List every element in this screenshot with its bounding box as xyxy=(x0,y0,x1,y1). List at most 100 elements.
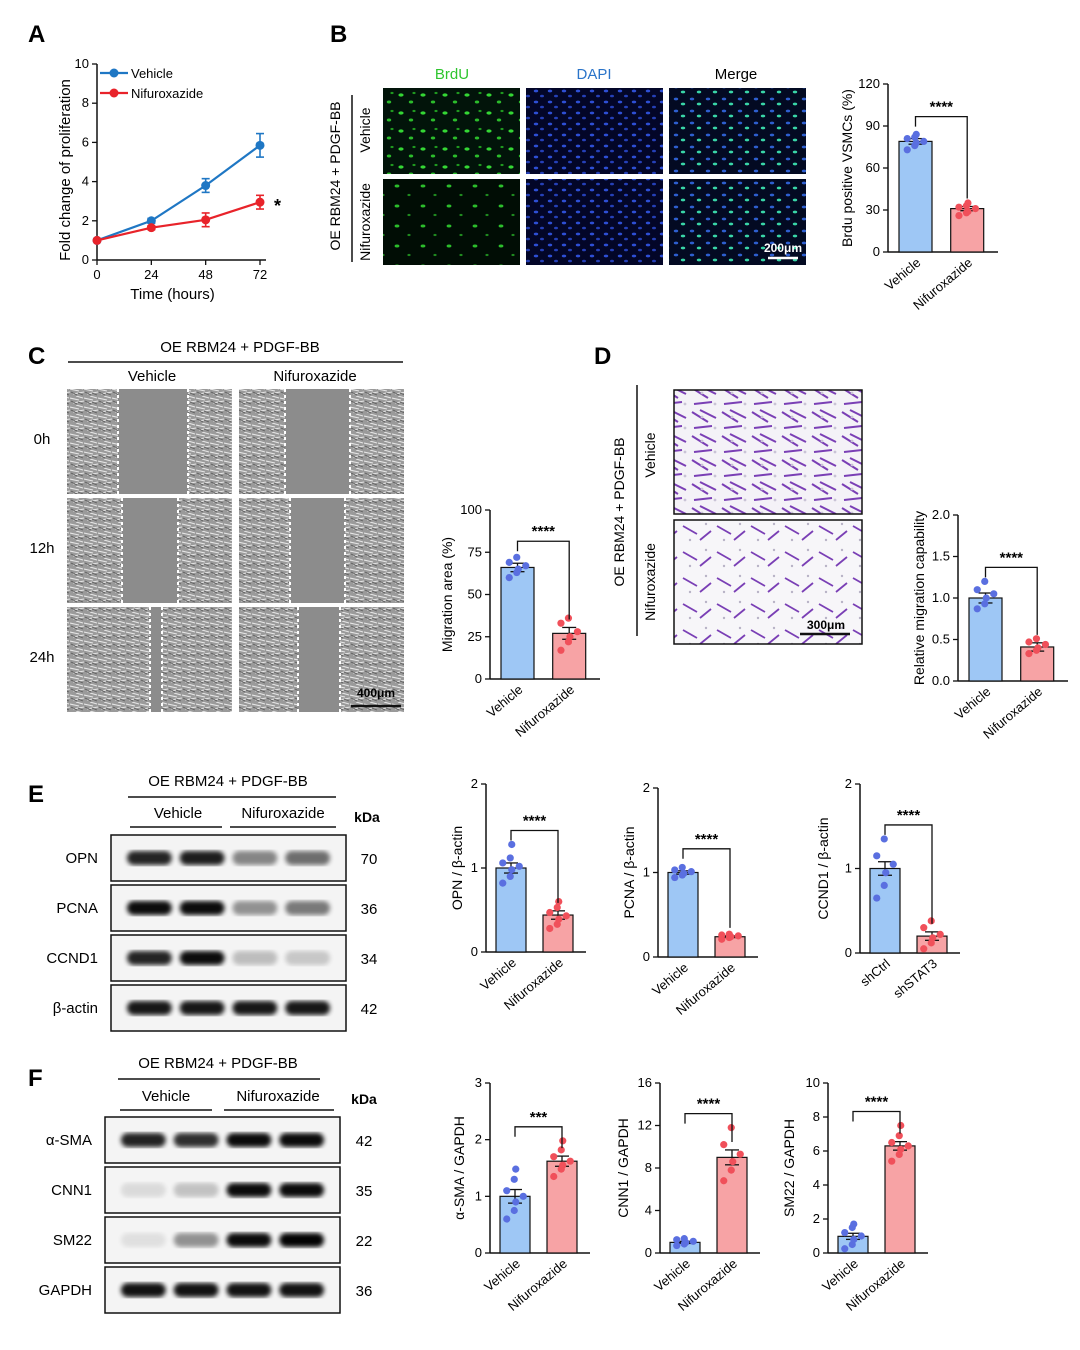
blot-band xyxy=(285,851,330,865)
data-point xyxy=(973,605,981,613)
transwell-vehicle-image xyxy=(673,389,863,515)
chart-e2-y-tick-label: 1 xyxy=(643,865,650,880)
data-point xyxy=(873,894,881,902)
data-point xyxy=(559,1161,567,1169)
significance-bracket xyxy=(516,540,570,620)
chart-e3-y-label: CCND1 / β-actin xyxy=(815,817,831,919)
chart-e3-y-tick-label: 0 xyxy=(845,945,852,960)
chart-f1-y-tick-label: 2 xyxy=(475,1132,482,1147)
chart-a-y-tick-label: 4 xyxy=(82,174,89,189)
brdu-vehicle-image xyxy=(383,88,520,174)
data-point xyxy=(1025,638,1033,646)
brdu-nifuroxazide-image xyxy=(383,179,520,265)
data-point xyxy=(515,862,523,870)
data-point xyxy=(897,1121,905,1130)
data-point xyxy=(680,869,688,877)
blot-band xyxy=(232,851,278,865)
panel-letter-d: D xyxy=(594,343,611,370)
panel-e-col-vehicle: Vehicle xyxy=(154,805,202,822)
data-point xyxy=(936,930,944,939)
chart-e2-y-tick-label: 2 xyxy=(643,780,650,795)
chart-b-y-tick-label: 30 xyxy=(866,202,880,217)
data-point xyxy=(557,1146,565,1154)
data-point xyxy=(503,1215,511,1223)
significance-bracket xyxy=(884,824,933,924)
chart-d-y-tick-label: 2.0 xyxy=(932,507,950,522)
chart-a-y-tick-label: 6 xyxy=(82,134,89,149)
data-point-nifuroxazide xyxy=(146,223,156,233)
panel-d-row-vehicle: Vehicle xyxy=(642,432,658,477)
data-point xyxy=(499,859,507,867)
chart-b-y-tick-label: 90 xyxy=(866,118,880,133)
blot-label-opn: OPN xyxy=(65,850,98,867)
data-point xyxy=(671,873,679,882)
chart-b-y-tick-label: 0 xyxy=(873,244,880,259)
blot-band xyxy=(127,951,172,965)
chart-c-y-label: Migration area (%) xyxy=(439,537,455,652)
panel-b-row-vehicle: Vehicle xyxy=(357,107,373,152)
data-point xyxy=(508,866,516,874)
bar-vehicle xyxy=(667,871,699,958)
data-point xyxy=(903,135,911,143)
bar-vehicle xyxy=(500,566,535,680)
blot-band xyxy=(279,1233,324,1247)
chart-d-x-tick-label: Vehicle xyxy=(952,684,994,722)
scratch-gap xyxy=(285,389,350,494)
chart-c-y-tick-label: 25 xyxy=(468,629,482,644)
blot-band xyxy=(232,901,278,915)
blot-kda-ccnd1: 34 xyxy=(361,951,378,968)
bar-vehicle xyxy=(898,140,933,253)
significance-bracket xyxy=(852,1110,901,1134)
chart-f3-y-label: SM22 / GAPDH xyxy=(781,1119,797,1217)
data-point xyxy=(973,586,981,594)
panel-c-col-nifuroxazide: Nifuroxazide xyxy=(273,368,356,385)
data-point xyxy=(895,1132,903,1140)
panel-letter-c: C xyxy=(28,343,45,370)
panel-f-western-blot: α-SMA 42 CNN1 35 SM22 22 GAPDH 36 xyxy=(39,1116,372,1314)
chart-e2-y-tick-label: 0 xyxy=(643,949,650,964)
data-point xyxy=(505,558,513,566)
data-point xyxy=(550,1172,558,1181)
data-point xyxy=(1041,640,1050,649)
data-point xyxy=(920,924,928,932)
data-point xyxy=(1025,650,1033,658)
data-point-vehicle xyxy=(255,140,265,150)
chart-e3-y-tick-label: 1 xyxy=(845,861,852,876)
blot-band xyxy=(279,1183,324,1197)
data-point xyxy=(888,1157,896,1165)
chart-f2-x-tick-label: Vehicle xyxy=(651,1256,693,1294)
significance-bracket xyxy=(914,115,968,199)
panel-letter-b: B xyxy=(330,21,347,48)
data-point xyxy=(964,207,972,215)
scratch-gap xyxy=(122,498,178,603)
data-point xyxy=(736,1150,744,1158)
chart-f2-y-tick-label: 8 xyxy=(645,1160,652,1175)
panel-b-group-label: OE RBM24 + PDGF-BB xyxy=(327,102,343,251)
blot-band xyxy=(226,1183,272,1197)
blot-band xyxy=(279,1133,324,1147)
data-point xyxy=(550,1153,558,1161)
blot-kda-pcna: 36 xyxy=(361,901,378,918)
blot-band xyxy=(121,1183,166,1197)
chart-f2-y-tick-label: 12 xyxy=(638,1118,652,1133)
blot-band xyxy=(127,851,172,865)
data-point xyxy=(557,646,565,654)
data-point xyxy=(557,619,565,627)
significance-label: **** xyxy=(523,812,547,829)
data-point xyxy=(512,1198,520,1206)
data-point xyxy=(729,1158,737,1166)
blot-band xyxy=(173,1283,219,1297)
chart-d-y-label: Relative migration capability xyxy=(911,511,927,685)
data-point xyxy=(718,931,726,939)
chart-c-y-tick-label: 75 xyxy=(468,544,482,559)
data-point xyxy=(566,1157,574,1165)
data-point xyxy=(720,1177,728,1185)
chart-a-x-tick-label: 0 xyxy=(93,267,100,282)
panel-e-group-label: OE RBM24 + PDGF-BB xyxy=(148,773,308,790)
panel-e-western-blot: OPN 70 PCNA 36 CCND1 34 β-actin 42 xyxy=(46,834,378,1032)
scratch-gap xyxy=(298,607,340,712)
